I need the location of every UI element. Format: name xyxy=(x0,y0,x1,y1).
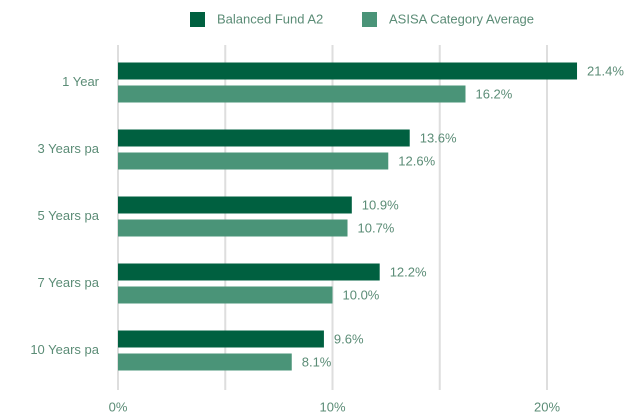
bar xyxy=(118,152,389,170)
legend-swatch xyxy=(190,12,205,27)
bar xyxy=(118,85,466,103)
y-tick-label: 5 Years pa xyxy=(38,208,100,223)
y-tick-label: 1 Year xyxy=(62,74,100,89)
y-tick-label: 10 Years pa xyxy=(30,342,99,357)
x-tick-label: 20% xyxy=(534,399,560,414)
data-label: 16.2% xyxy=(475,86,512,101)
data-label: 13.6% xyxy=(420,130,457,145)
data-label: 12.6% xyxy=(398,153,435,168)
bar xyxy=(118,62,578,80)
data-label: 10.0% xyxy=(343,287,380,302)
bar xyxy=(118,286,333,304)
data-label: 9.6% xyxy=(334,331,364,346)
bar xyxy=(118,330,324,348)
legend-swatch xyxy=(362,12,377,27)
y-tick-label: 3 Years pa xyxy=(38,141,100,156)
data-label: 8.1% xyxy=(302,354,332,369)
bar xyxy=(118,196,352,214)
bar xyxy=(118,263,380,281)
bar xyxy=(118,129,410,147)
legend-label: Balanced Fund A2 xyxy=(217,11,323,26)
data-label: 12.2% xyxy=(390,264,427,279)
y-tick-label: 7 Years pa xyxy=(38,275,100,290)
data-label: 10.9% xyxy=(362,197,399,212)
legend-label: ASISA Category Average xyxy=(389,11,534,26)
x-tick-label: 0% xyxy=(109,399,128,414)
bar xyxy=(118,219,348,237)
bar xyxy=(118,353,292,371)
x-tick-label: 10% xyxy=(319,399,345,414)
data-label: 21.4% xyxy=(587,63,624,78)
data-label: 10.7% xyxy=(358,220,395,235)
